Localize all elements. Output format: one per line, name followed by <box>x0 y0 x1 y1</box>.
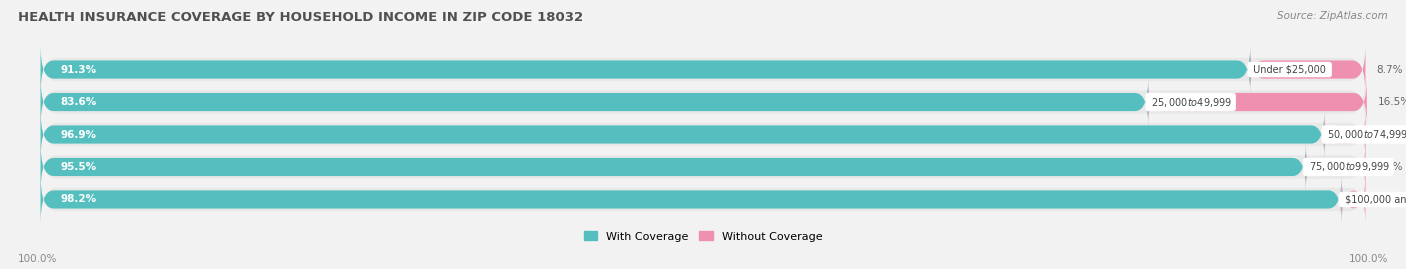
Text: $75,000 to $99,999: $75,000 to $99,999 <box>1306 161 1391 174</box>
FancyBboxPatch shape <box>41 46 1250 93</box>
FancyBboxPatch shape <box>41 140 1365 194</box>
Text: 100.0%: 100.0% <box>1348 254 1388 264</box>
Text: Under $25,000: Under $25,000 <box>1250 65 1329 75</box>
FancyBboxPatch shape <box>41 144 1306 190</box>
FancyBboxPatch shape <box>41 107 1365 162</box>
Text: Source: ZipAtlas.com: Source: ZipAtlas.com <box>1277 11 1388 21</box>
Text: $100,000 and over: $100,000 and over <box>1341 194 1406 204</box>
Text: $50,000 to $74,999: $50,000 to $74,999 <box>1324 128 1406 141</box>
Text: 16.5%: 16.5% <box>1378 97 1406 107</box>
Legend: With Coverage, Without Coverage: With Coverage, Without Coverage <box>579 227 827 246</box>
FancyBboxPatch shape <box>41 111 1324 158</box>
FancyBboxPatch shape <box>1149 79 1367 125</box>
FancyBboxPatch shape <box>41 42 1365 97</box>
Text: 100.0%: 100.0% <box>18 254 58 264</box>
Text: 91.3%: 91.3% <box>60 65 97 75</box>
Text: 96.9%: 96.9% <box>60 129 97 140</box>
Text: 95.5%: 95.5% <box>60 162 97 172</box>
FancyBboxPatch shape <box>1324 111 1365 158</box>
Text: 3.1%: 3.1% <box>1376 129 1403 140</box>
Text: $25,000 to $49,999: $25,000 to $49,999 <box>1149 95 1233 108</box>
Text: 1.8%: 1.8% <box>1376 194 1403 204</box>
FancyBboxPatch shape <box>1306 144 1365 190</box>
FancyBboxPatch shape <box>41 79 1149 125</box>
Text: 8.7%: 8.7% <box>1376 65 1403 75</box>
FancyBboxPatch shape <box>41 176 1341 223</box>
FancyBboxPatch shape <box>41 172 1365 227</box>
Text: 83.6%: 83.6% <box>60 97 97 107</box>
FancyBboxPatch shape <box>1341 176 1365 223</box>
Text: 4.5%: 4.5% <box>1376 162 1403 172</box>
Text: HEALTH INSURANCE COVERAGE BY HOUSEHOLD INCOME IN ZIP CODE 18032: HEALTH INSURANCE COVERAGE BY HOUSEHOLD I… <box>18 11 583 24</box>
FancyBboxPatch shape <box>1250 46 1365 93</box>
Text: 98.2%: 98.2% <box>60 194 97 204</box>
FancyBboxPatch shape <box>41 75 1365 129</box>
